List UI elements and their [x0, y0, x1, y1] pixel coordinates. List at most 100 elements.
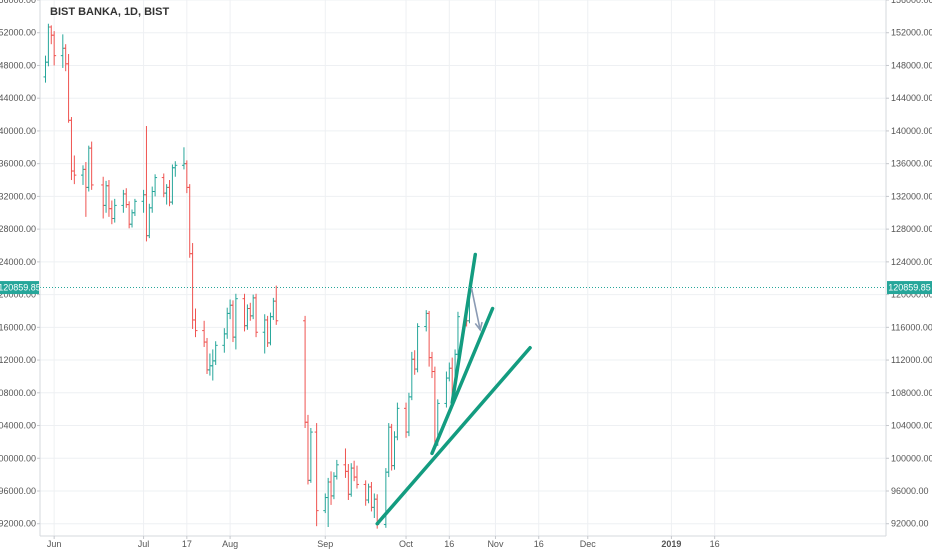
x-tick-label: Jun: [47, 539, 62, 549]
x-tick-label: Sep: [317, 539, 333, 549]
ohlc-bar: [352, 460, 357, 482]
trendline: [375, 346, 532, 526]
ohlc-bar: [101, 176, 106, 219]
ohlc-bar: [389, 423, 394, 471]
last-price-layer: 120859.85 120859.85: [0, 281, 932, 295]
y-tick-label-left: 136000.00: [0, 159, 36, 169]
ohlc-bar: [444, 371, 449, 408]
y-tick-label-left: 112000.00: [0, 355, 36, 365]
ohlc-bar: [66, 54, 71, 123]
trendline: [450, 252, 478, 405]
trendline: [430, 306, 495, 456]
arrow-head: [474, 321, 483, 332]
x-tick-label: Jul: [138, 539, 150, 549]
ohlc-bar: [412, 350, 417, 375]
ohlc-bar: [233, 293, 238, 350]
ohlc-bar: [268, 312, 273, 346]
ohlc-bar: [303, 315, 308, 428]
ohlc-bar: [202, 320, 207, 347]
ohlc-bar: [89, 141, 94, 190]
ohlc-bar: [205, 337, 210, 374]
ohlc-bar: [343, 448, 348, 478]
drawings-layer[interactable]: [375, 252, 532, 526]
ohlc-bar: [432, 366, 437, 448]
last-price-label-right: 120859.85: [888, 283, 931, 293]
ohlc-bar: [153, 174, 158, 197]
ohlc-bar: [132, 198, 137, 217]
ohlc-bar: [193, 308, 198, 338]
ohlc-bar: [447, 362, 452, 382]
ohlc-bar: [130, 209, 135, 228]
ohlc-bar: [161, 173, 166, 198]
y-tick-label-left: 152000.00: [0, 28, 36, 38]
ohlc-bar: [334, 459, 339, 480]
ohlc-bar: [329, 471, 334, 505]
ohlc-bar: [455, 311, 460, 358]
y-tick-label-left: 92000.00: [0, 519, 36, 529]
y-tick-label-right: 96000.00: [891, 486, 929, 496]
chart-title: BIST BANKA, 1D, BIST: [50, 6, 169, 18]
x-tick-label: 16: [444, 539, 454, 549]
x-tick-label: Nov: [487, 539, 504, 549]
y-tick-label-right: 116000.00: [891, 322, 932, 332]
y-tick-label-left: 96000.00: [0, 486, 36, 496]
y-tick-label-left: 148000.00: [0, 60, 36, 70]
ohlc-bar: [72, 155, 77, 185]
y-tick-label-left: 132000.00: [0, 191, 36, 201]
ohlc-bar: [323, 493, 328, 514]
y-tick-label-right: 140000.00: [891, 126, 932, 136]
y-tick-label-left: 156000.00: [0, 0, 36, 5]
y-tick-label-right: 108000.00: [891, 388, 932, 398]
ohlc-bar: [63, 44, 68, 72]
y-tick-label-left: 140000.00: [0, 126, 36, 136]
ohlc-bar: [83, 162, 88, 217]
ohlc-bar: [386, 423, 391, 478]
ohlc-bar: [80, 165, 85, 185]
ohlc-bar: [181, 147, 186, 170]
ohlc-bar: [213, 341, 218, 365]
y-tick-label-right: 136000.00: [891, 159, 932, 169]
x-tick-label: 16: [534, 539, 544, 549]
x-tick-label: Aug: [222, 539, 238, 549]
ohlc-bar: [170, 164, 175, 205]
ohlc-bar: [228, 299, 233, 320]
x-tick-label: 16: [710, 539, 720, 549]
ohlc-bar: [52, 31, 57, 66]
last-price-tag-right: [887, 281, 932, 295]
ohlc-bar: [150, 186, 155, 213]
y-tick-label-right: 128000.00: [891, 224, 932, 234]
ohlc-bars: [43, 23, 472, 529]
ohlc-bar: [144, 126, 149, 242]
y-tick-label-left: 100000.00: [0, 453, 36, 463]
ohlc-bar: [314, 423, 319, 527]
y-tick-label-right: 112000.00: [891, 355, 932, 365]
x-tick-label: 2019: [661, 539, 681, 549]
y-tick-label-right: 152000.00: [891, 28, 932, 38]
ohlc-bar: [210, 349, 215, 381]
arrow-line: [470, 287, 481, 330]
ohlc-bar: [265, 315, 270, 347]
y-tick-label-right: 132000.00: [891, 191, 932, 201]
grid-layer: [40, 0, 886, 536]
ohlc-bar: [427, 310, 432, 367]
y-tick-label-left: 144000.00: [0, 93, 36, 103]
x-tick-label: 17: [182, 539, 192, 549]
ohlc-bar: [254, 293, 259, 338]
ohlc-bar: [184, 160, 189, 194]
y-tick-label-right: 156000.00: [891, 0, 932, 5]
ohlc-bar: [363, 480, 368, 506]
last-price-tag-left: [0, 281, 39, 295]
y-tick-label-right: 148000.00: [891, 60, 932, 70]
ohlc-bar: [207, 353, 212, 376]
ohlc-bar: [112, 198, 117, 223]
y-tick-label-left: 120000.00: [0, 290, 36, 300]
ohlc-bar: [187, 184, 192, 258]
ohlc-bar: [141, 189, 146, 213]
y-tick-label-right: 92000.00: [891, 519, 929, 529]
y-tick-label-right: 144000.00: [891, 93, 932, 103]
y-tick-label-right: 124000.00: [891, 257, 932, 267]
y-tick-label-right: 100000.00: [891, 453, 932, 463]
last-price-label-left: 120859.85: [0, 283, 41, 293]
ohlc-bar: [415, 323, 420, 373]
